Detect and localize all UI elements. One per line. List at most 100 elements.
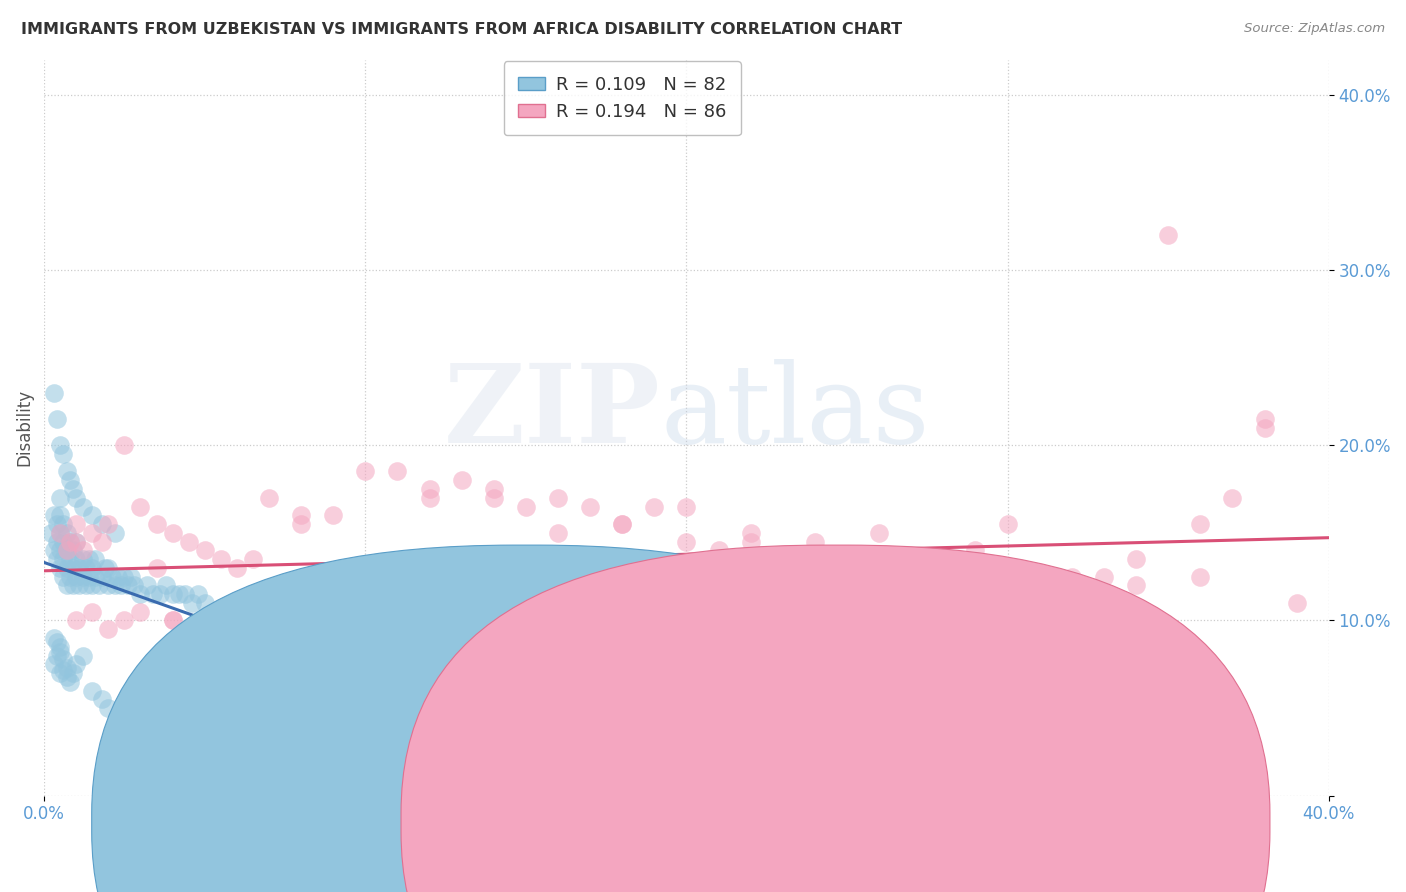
Text: Source: ZipAtlas.com: Source: ZipAtlas.com	[1244, 22, 1385, 36]
Point	[835, 569, 858, 583]
Point	[1222, 491, 1244, 505]
Point	[162, 587, 184, 601]
Point	[65, 552, 87, 566]
Point	[707, 543, 730, 558]
Point	[46, 412, 69, 426]
Point	[129, 500, 152, 514]
Point	[97, 578, 120, 592]
Point	[932, 552, 955, 566]
Point	[77, 552, 100, 566]
Point	[52, 447, 75, 461]
Point	[1189, 569, 1212, 583]
Point	[1092, 569, 1115, 583]
Point	[322, 508, 344, 523]
Point	[65, 657, 87, 672]
Point	[82, 525, 104, 540]
Point	[740, 525, 762, 540]
Point	[59, 534, 82, 549]
Point	[675, 683, 697, 698]
Point	[42, 631, 65, 645]
Point	[65, 569, 87, 583]
Point	[49, 666, 72, 681]
Point	[72, 648, 94, 663]
Point	[55, 661, 77, 675]
Point	[177, 534, 200, 549]
Point	[82, 578, 104, 592]
Point	[482, 491, 505, 505]
Point	[194, 631, 217, 645]
Point	[167, 587, 190, 601]
Point	[612, 517, 634, 532]
Point	[290, 508, 312, 523]
Point	[52, 663, 75, 677]
Point	[84, 569, 107, 583]
Point	[82, 561, 104, 575]
Text: Immigrants from Uzbekistan: Immigrants from Uzbekistan	[548, 814, 785, 831]
Text: Immigrants from Africa: Immigrants from Africa	[858, 814, 1050, 831]
Point	[194, 596, 217, 610]
Point	[42, 385, 65, 400]
Legend: R = 0.109   N = 82, R = 0.194   N = 86: R = 0.109 N = 82, R = 0.194 N = 86	[503, 62, 741, 136]
Point	[772, 561, 794, 575]
Point	[1157, 622, 1180, 636]
Point	[177, 683, 200, 698]
Point	[55, 465, 77, 479]
Point	[162, 614, 184, 628]
Point	[135, 578, 157, 592]
Point	[1125, 578, 1147, 592]
Point	[55, 561, 77, 575]
Point	[354, 683, 377, 698]
Point	[82, 683, 104, 698]
Point	[804, 596, 827, 610]
Point	[65, 614, 87, 628]
Point	[65, 517, 87, 532]
Point	[1060, 569, 1083, 583]
Point	[290, 674, 312, 689]
Point	[52, 552, 75, 566]
Point	[122, 578, 145, 592]
Point	[804, 534, 827, 549]
Point	[107, 569, 129, 583]
Point	[46, 517, 69, 532]
Point	[84, 552, 107, 566]
Point	[42, 508, 65, 523]
Point	[52, 517, 75, 532]
Point	[49, 543, 72, 558]
Point	[129, 719, 152, 733]
Point	[209, 552, 232, 566]
Point	[52, 652, 75, 666]
Point	[62, 543, 84, 558]
Point	[322, 683, 344, 698]
Point	[900, 561, 922, 575]
Point	[97, 517, 120, 532]
Point	[59, 552, 82, 566]
Point	[547, 491, 569, 505]
Point	[97, 561, 120, 575]
Point	[112, 710, 135, 724]
Point	[42, 657, 65, 672]
Point	[387, 465, 409, 479]
Point	[49, 438, 72, 452]
Point	[418, 491, 440, 505]
Point	[55, 543, 77, 558]
Point	[49, 645, 72, 659]
Point	[97, 701, 120, 715]
Point	[69, 561, 91, 575]
Point	[82, 605, 104, 619]
Point	[112, 438, 135, 452]
Point	[129, 674, 152, 689]
Point	[65, 534, 87, 549]
Point	[225, 561, 247, 575]
Point	[129, 587, 152, 601]
Point	[110, 578, 132, 592]
Point	[242, 605, 264, 619]
Point	[1253, 420, 1275, 434]
Point	[75, 578, 97, 592]
Point	[225, 596, 247, 610]
Point	[868, 525, 890, 540]
Point	[87, 578, 110, 592]
Point	[62, 666, 84, 681]
Point	[55, 525, 77, 540]
Point	[55, 543, 77, 558]
Point	[46, 552, 69, 566]
